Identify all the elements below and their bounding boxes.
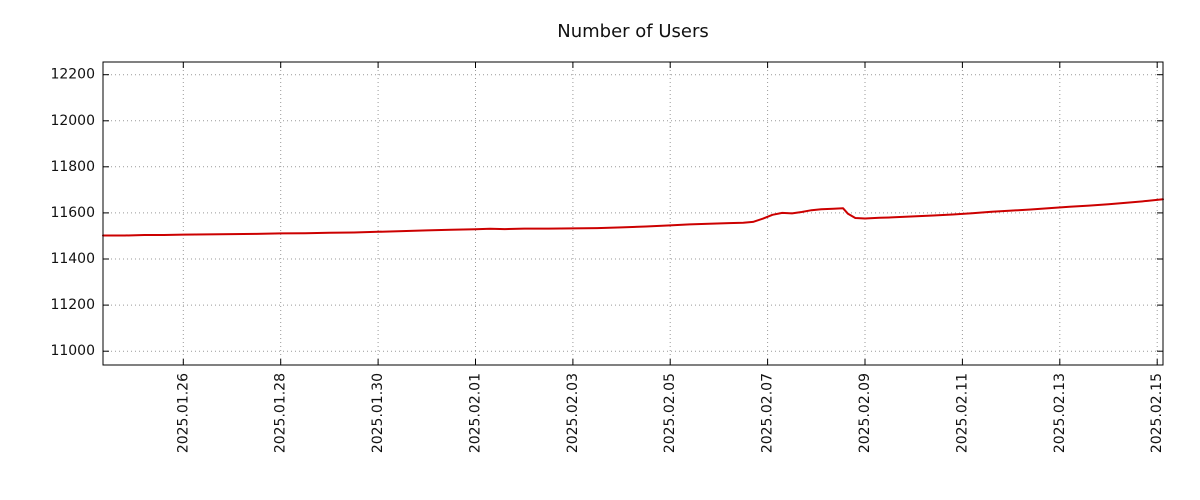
- x-tick-label: 2025.02.15: [1149, 373, 1165, 453]
- x-tick-label: 2025.02.07: [760, 373, 776, 453]
- axis-ticks: [103, 62, 1163, 365]
- y-tick-label: 11000: [50, 343, 95, 359]
- grid-lines: [103, 62, 1163, 365]
- users-series-line: [102, 198, 1164, 237]
- plot-border: [102, 61, 1164, 366]
- y-tick-label: 12200: [50, 67, 95, 83]
- x-tick-label: 2025.02.09: [857, 373, 873, 453]
- y-tick-label: 11800: [50, 159, 95, 175]
- x-tick-label: 2025.02.13: [1052, 373, 1068, 453]
- y-tick-label: 12000: [50, 113, 95, 129]
- chart-title: Number of Users: [557, 21, 709, 42]
- x-tick-label: 2025.02.01: [468, 373, 484, 453]
- axis-labels: 2025.01.26 2025.01.28 2025.01.30 2025.02.01…: [50, 67, 1165, 453]
- x-tick-label: 2025.02.05: [662, 373, 678, 453]
- x-tick-label: 2025.01.26: [175, 373, 191, 453]
- y-tick-label: 11600: [50, 205, 95, 221]
- x-tick-label: 2025.01.30: [370, 373, 386, 453]
- data-series: [102, 198, 1164, 237]
- y-tick-label: 11400: [50, 251, 95, 267]
- x-tick-label: 2025.02.03: [565, 373, 581, 453]
- x-tick-label: 2025.02.11: [954, 373, 970, 453]
- x-tick-label: 2025.01.28: [273, 373, 289, 453]
- y-tick-label: 11200: [50, 297, 95, 313]
